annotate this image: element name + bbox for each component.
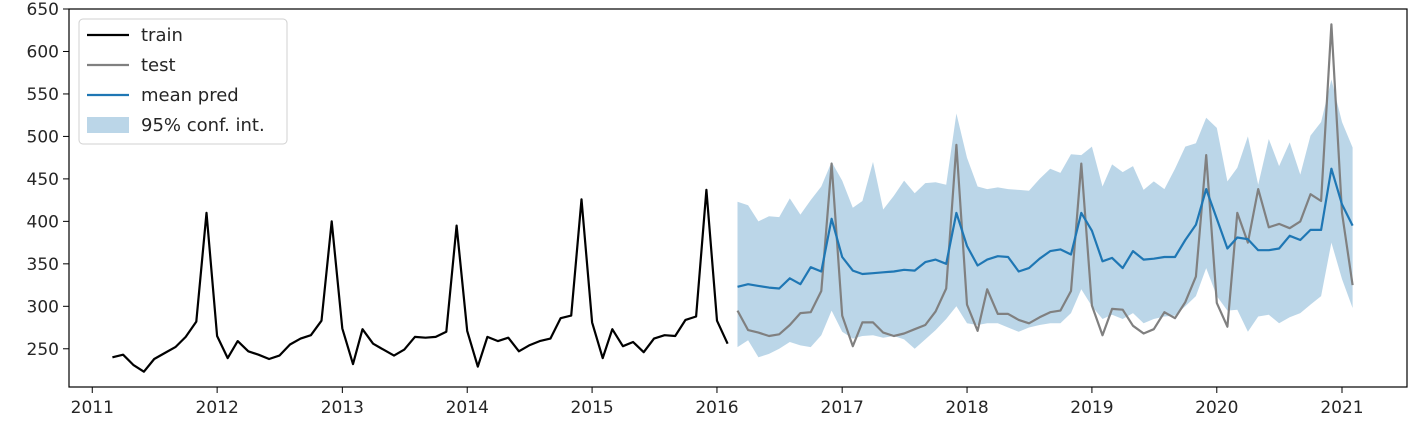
- legend-box: [78, 18, 288, 145]
- x-tick-label: 2015: [570, 398, 613, 418]
- axes: 250 300 350 400 450 500 550 600 650 2011 2012 2013 2…: [27, 0, 1408, 418]
- x-tick-label: 2016: [695, 398, 738, 418]
- x-tick-label: 2021: [1320, 398, 1363, 418]
- y-tick-label: 350: [27, 255, 59, 275]
- y-tick-label: 550: [27, 85, 59, 105]
- legend: train test mean pred 95% conf. int.: [78, 18, 288, 145]
- plot-area: [112, 23, 1354, 373]
- legend-label-mean-pred: mean pred: [141, 85, 239, 106]
- y-tick-label: 450: [27, 170, 59, 190]
- y-tick-label: 650: [27, 0, 59, 20]
- legend-swatch-95-conf-int: [87, 117, 129, 133]
- legend-label-test: test: [141, 55, 176, 76]
- x-tick-label: 2014: [446, 398, 489, 418]
- y-tick-label: 400: [27, 212, 59, 232]
- x-tick-label: 2019: [1070, 398, 1113, 418]
- axes-frame: [68, 8, 1408, 388]
- x-tick-label: 2018: [945, 398, 988, 418]
- x-tick-label: 2011: [71, 398, 114, 418]
- x-tick-label: 2012: [196, 398, 239, 418]
- y-tick-label: 500: [27, 127, 59, 147]
- x-tick-label: 2020: [1195, 398, 1238, 418]
- y-tick-label: 300: [27, 297, 59, 317]
- conf-int-band: [737, 79, 1353, 358]
- y-tick-label: 250: [27, 340, 59, 360]
- x-tick-label: 2013: [321, 398, 364, 418]
- mean-pred-line: [737, 167, 1354, 290]
- x-tick-label: 2017: [821, 398, 864, 418]
- legend-label-95-conf-int: 95% conf. int.: [141, 115, 265, 136]
- y-tick-label: 600: [27, 42, 59, 62]
- legend-label-train: train: [141, 25, 183, 46]
- test-line: [736, 23, 1354, 348]
- train-line: [112, 188, 729, 373]
